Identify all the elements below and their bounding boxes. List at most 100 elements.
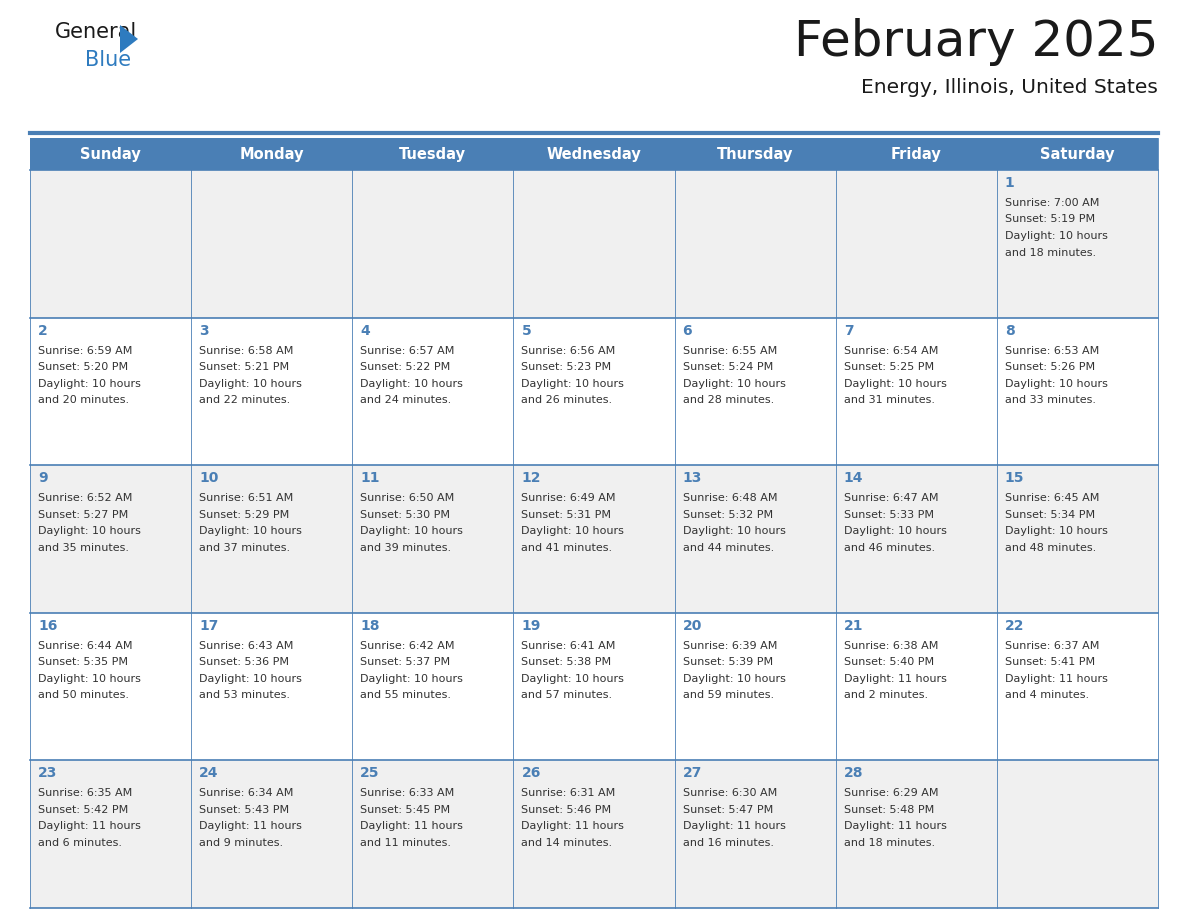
Text: Sunset: 5:25 PM: Sunset: 5:25 PM [843,362,934,372]
Text: Sunset: 5:40 PM: Sunset: 5:40 PM [843,657,934,667]
Text: Wednesday: Wednesday [546,147,642,162]
Bar [513,170,675,318]
Text: Sunset: 5:27 PM: Sunset: 5:27 PM [38,509,128,520]
Text: Sunset: 5:26 PM: Sunset: 5:26 PM [1005,362,1095,372]
Text: Sunrise: 6:37 AM: Sunrise: 6:37 AM [1005,641,1099,651]
Text: Daylight: 11 hours: Daylight: 11 hours [683,822,785,832]
Text: and 46 minutes.: and 46 minutes. [843,543,935,553]
Bar [191,613,353,760]
Text: Energy, Illinois, United States: Energy, Illinois, United States [861,78,1158,97]
Text: Sunrise: 6:39 AM: Sunrise: 6:39 AM [683,641,777,651]
Text: Sunset: 5:24 PM: Sunset: 5:24 PM [683,362,773,372]
Bar [513,138,675,170]
Bar [30,613,191,760]
Text: Friday: Friday [891,147,942,162]
Bar [30,170,191,318]
Text: and 6 minutes.: and 6 minutes. [38,838,122,848]
Text: Sunset: 5:34 PM: Sunset: 5:34 PM [1005,509,1095,520]
Text: Daylight: 11 hours: Daylight: 11 hours [843,822,947,832]
Text: Sunset: 5:46 PM: Sunset: 5:46 PM [522,805,612,815]
Text: Daylight: 10 hours: Daylight: 10 hours [683,378,785,388]
Text: Sunset: 5:35 PM: Sunset: 5:35 PM [38,657,128,667]
Text: and 33 minutes.: and 33 minutes. [1005,395,1095,405]
Text: and 18 minutes.: and 18 minutes. [843,838,935,848]
Text: 26: 26 [522,767,541,780]
Text: 19: 19 [522,619,541,633]
Text: Daylight: 10 hours: Daylight: 10 hours [683,674,785,684]
Text: Daylight: 11 hours: Daylight: 11 hours [1005,674,1107,684]
Text: Sunset: 5:42 PM: Sunset: 5:42 PM [38,805,128,815]
Text: General: General [55,22,138,42]
Bar [30,760,191,908]
Text: Sunset: 5:37 PM: Sunset: 5:37 PM [360,657,450,667]
Text: Daylight: 10 hours: Daylight: 10 hours [360,378,463,388]
Text: Sunset: 5:47 PM: Sunset: 5:47 PM [683,805,773,815]
Bar [513,760,675,908]
Bar [835,170,997,318]
Text: 8: 8 [1005,324,1015,338]
Text: Sunrise: 6:34 AM: Sunrise: 6:34 AM [200,789,293,799]
Text: Sunrise: 6:49 AM: Sunrise: 6:49 AM [522,493,615,503]
Text: and 37 minutes.: and 37 minutes. [200,543,290,553]
Text: Sunrise: 6:45 AM: Sunrise: 6:45 AM [1005,493,1099,503]
Text: Sunrise: 6:52 AM: Sunrise: 6:52 AM [38,493,132,503]
Bar [835,318,997,465]
Text: and 26 minutes.: and 26 minutes. [522,395,613,405]
Text: 9: 9 [38,471,48,486]
Text: Daylight: 10 hours: Daylight: 10 hours [522,674,625,684]
Bar [997,613,1158,760]
Text: Sunset: 5:38 PM: Sunset: 5:38 PM [522,657,612,667]
Text: 27: 27 [683,767,702,780]
Text: and 20 minutes.: and 20 minutes. [38,395,129,405]
Text: and 14 minutes.: and 14 minutes. [522,838,613,848]
Text: and 22 minutes.: and 22 minutes. [200,395,290,405]
Text: Sunset: 5:39 PM: Sunset: 5:39 PM [683,657,772,667]
Text: Daylight: 10 hours: Daylight: 10 hours [200,526,302,536]
Text: Daylight: 10 hours: Daylight: 10 hours [200,674,302,684]
Text: and 28 minutes.: and 28 minutes. [683,395,773,405]
Text: and 41 minutes.: and 41 minutes. [522,543,613,553]
Text: 25: 25 [360,767,380,780]
Text: 7: 7 [843,324,853,338]
Text: and 4 minutes.: and 4 minutes. [1005,690,1089,700]
Text: 3: 3 [200,324,209,338]
Text: Daylight: 10 hours: Daylight: 10 hours [1005,526,1107,536]
Text: Sunset: 5:43 PM: Sunset: 5:43 PM [200,805,289,815]
Text: Sunday: Sunday [81,147,141,162]
Text: and 44 minutes.: and 44 minutes. [683,543,773,553]
Text: Sunrise: 6:33 AM: Sunrise: 6:33 AM [360,789,455,799]
Bar [997,760,1158,908]
Text: 24: 24 [200,767,219,780]
Text: Sunrise: 6:31 AM: Sunrise: 6:31 AM [522,789,615,799]
Text: 2: 2 [38,324,48,338]
Text: Daylight: 10 hours: Daylight: 10 hours [360,674,463,684]
Bar [675,465,835,613]
Bar [513,318,675,465]
Text: Sunset: 5:30 PM: Sunset: 5:30 PM [360,509,450,520]
Polygon shape [120,25,138,53]
Text: Tuesday: Tuesday [399,147,467,162]
Bar [835,613,997,760]
Text: Daylight: 11 hours: Daylight: 11 hours [522,822,625,832]
Text: Daylight: 10 hours: Daylight: 10 hours [843,526,947,536]
Text: Daylight: 10 hours: Daylight: 10 hours [1005,231,1107,241]
Text: Daylight: 10 hours: Daylight: 10 hours [360,526,463,536]
Bar [835,465,997,613]
Text: Sunset: 5:31 PM: Sunset: 5:31 PM [522,509,612,520]
Bar [353,170,513,318]
Text: February 2025: February 2025 [794,18,1158,66]
Text: Sunset: 5:45 PM: Sunset: 5:45 PM [360,805,450,815]
Text: and 11 minutes.: and 11 minutes. [360,838,451,848]
Text: Daylight: 11 hours: Daylight: 11 hours [200,822,302,832]
Text: 12: 12 [522,471,541,486]
Bar [997,170,1158,318]
Text: Monday: Monday [240,147,304,162]
Text: Daylight: 10 hours: Daylight: 10 hours [38,526,141,536]
Text: Sunrise: 6:59 AM: Sunrise: 6:59 AM [38,345,132,355]
Bar [191,170,353,318]
Bar [191,465,353,613]
Text: and 59 minutes.: and 59 minutes. [683,690,773,700]
Text: and 35 minutes.: and 35 minutes. [38,543,129,553]
Bar [353,465,513,613]
Text: Sunrise: 6:38 AM: Sunrise: 6:38 AM [843,641,939,651]
